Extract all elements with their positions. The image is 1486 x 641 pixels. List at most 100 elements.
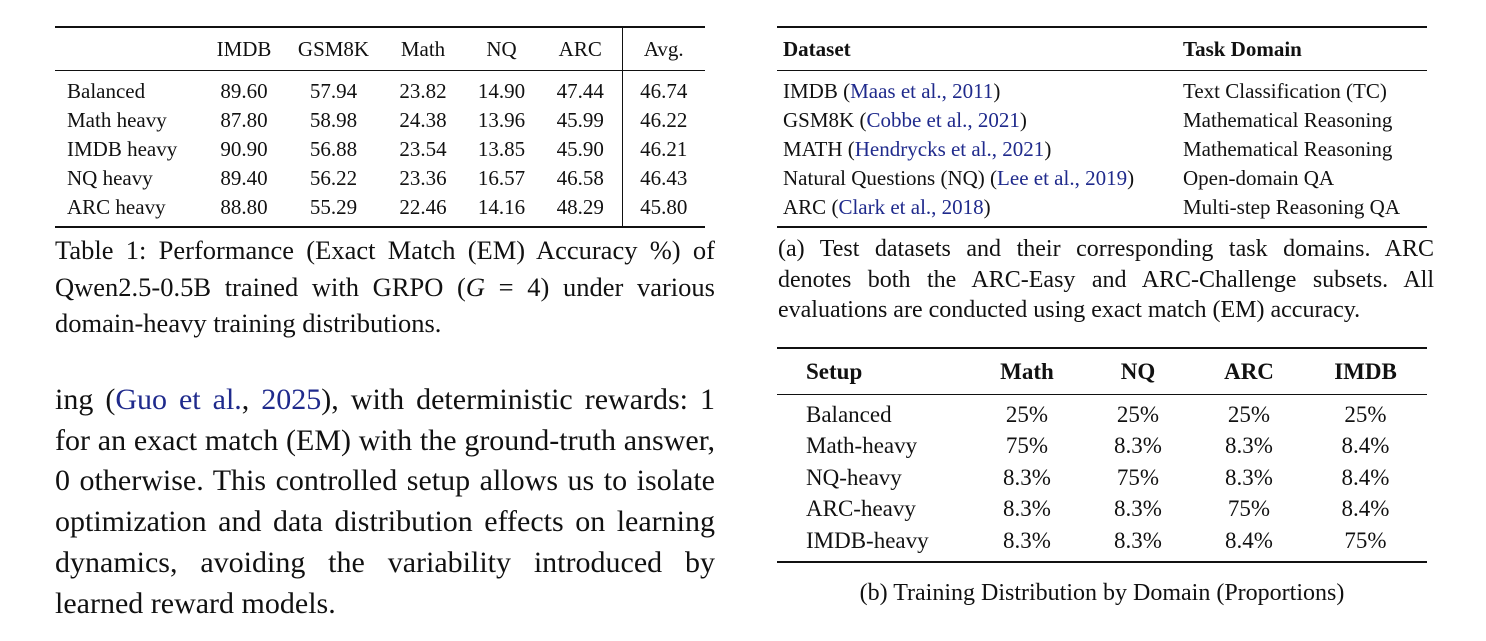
- row-label: NQ heavy: [67, 166, 153, 190]
- caption-text: Table 1: Performance (Exact Match (EM) A…: [55, 235, 715, 302]
- training-distribution-table: Setup Math NQ ARC IMDB Balanced 25% 25% …: [777, 347, 1427, 563]
- table-row: IMDB heavy 90.90 56.88 23.54 13.85 45.90…: [55, 135, 705, 164]
- table-row: MATH (Hendrycks et al., 2021) Mathematic…: [777, 135, 1427, 164]
- row-label: Balanced: [67, 79, 146, 103]
- dataset-cell: GSM8K (Cobbe et al., 2021): [783, 108, 1027, 132]
- header-math: Math: [1000, 358, 1054, 384]
- header-task-domain: Task Domain: [1183, 36, 1302, 61]
- table-a: Dataset Task Domain IMDB (Maas et al., 2…: [777, 26, 1427, 228]
- table-cell: 23.54: [399, 137, 447, 161]
- table-cell: 23.36: [399, 166, 447, 190]
- table-cell: 14.90: [477, 79, 526, 103]
- table-cell: 13.85: [477, 137, 526, 161]
- table-row: NQ-heavy 8.3% 75% 8.3% 8.4%: [777, 462, 1427, 494]
- table-cell: 8.4%: [1341, 433, 1390, 459]
- table-a-caption: (a) Test datasets and their correspondin…: [778, 236, 1434, 323]
- table-cell: 8.3%: [1114, 433, 1162, 459]
- task-domain: Multi-step Reasoning QA: [1183, 195, 1400, 219]
- table-1-caption: Table 1: Performance (Exact Match (EM) A…: [55, 232, 715, 342]
- citation-separator: ,: [241, 383, 262, 416]
- table-row: Balanced 25% 25% 25% 25%: [777, 395, 1427, 431]
- table-cell: 88.80: [220, 195, 268, 219]
- setup-label: NQ-heavy: [806, 464, 902, 490]
- citation-link[interactable]: Clark et al., 2018: [838, 195, 984, 219]
- table-cell: 8.4%: [1225, 527, 1273, 553]
- table-cell: 23.82: [399, 79, 447, 103]
- table-1: IMDB GSM8K Math NQ ARC Avg. Balanced 89.…: [55, 26, 705, 228]
- citation-author: Guo et al.: [115, 383, 242, 416]
- table-cell: 8.3%: [1003, 496, 1051, 522]
- dataset-cell: IMDB (Maas et al., 2011): [783, 79, 1001, 103]
- table-row: IMDB (Maas et al., 2011) Text Classifica…: [777, 71, 1427, 107]
- table-cell: 89.40: [220, 166, 268, 190]
- table-row: ARC-heavy 8.3% 8.3% 75% 8.4%: [777, 494, 1427, 526]
- table-cell: 8.3%: [1003, 527, 1051, 553]
- body-paragraph: ing (Guo et al., 2025), with determinist…: [55, 380, 715, 624]
- table-cell: 8.4%: [1341, 464, 1390, 490]
- task-domain: Open-domain QA: [1183, 166, 1335, 190]
- task-domain: Mathematical Reasoning: [1183, 108, 1393, 132]
- setup-label: ARC-heavy: [806, 496, 916, 522]
- table-b: Setup Math NQ ARC IMDB Balanced 25% 25% …: [777, 347, 1427, 563]
- dataset-name: IMDB: [783, 79, 838, 103]
- table-1-header-corner: [55, 27, 203, 71]
- paragraph-text: ing (: [55, 383, 116, 416]
- table-cell: 45.99: [556, 108, 604, 132]
- table-1-header-gsm8k: GSM8K: [297, 36, 370, 61]
- setup-label: IMDB-heavy: [806, 527, 929, 553]
- table-cell: 8.3%: [1114, 527, 1162, 553]
- setup-label: Math-heavy: [806, 433, 918, 459]
- table-cell: 75%: [1116, 464, 1160, 490]
- table-cell: 8.3%: [1225, 433, 1273, 459]
- table-row: GSM8K (Cobbe et al., 2021) Mathematical …: [777, 106, 1427, 135]
- performance-table: IMDB GSM8K Math NQ ARC Avg. Balanced 89.…: [55, 26, 705, 228]
- table-cell: 45.80: [621, 193, 705, 227]
- table-row: Math heavy 87.80 58.98 24.38 13.96 45.99…: [55, 106, 705, 135]
- table-cell: 75%: [1005, 433, 1049, 459]
- table-cell: 56.22: [309, 166, 358, 190]
- table-cell: 48.29: [556, 195, 604, 219]
- dataset-name: GSM8K: [783, 108, 855, 132]
- table-cell: 55.29: [309, 195, 358, 219]
- table-cell: 8.4%: [1341, 496, 1390, 522]
- table-row: Balanced 89.60 57.94 23.82 14.90 47.44 4…: [55, 70, 705, 106]
- math-variable: G: [465, 271, 485, 302]
- dataset-cell: Natural Questions (NQ) (Lee et al., 2019…: [783, 166, 1135, 190]
- citation-link[interactable]: Maas et al., 2011: [850, 79, 994, 103]
- table-a-header-row: Dataset Task Domain: [777, 27, 1427, 71]
- task-domain: Mathematical Reasoning: [1183, 137, 1393, 161]
- table-cell: 46.74: [621, 70, 705, 106]
- citation-link[interactable]: Lee et al., 2019: [997, 166, 1128, 190]
- row-label: ARC heavy: [67, 195, 166, 219]
- table-cell: 56.88: [309, 137, 358, 161]
- table-cell: 25%: [1005, 401, 1049, 427]
- dataset-name: Natural Questions (NQ): [783, 166, 985, 190]
- table-cell: 13.96: [477, 108, 526, 132]
- table-row: ARC (Clark et al., 2018) Multi-step Reas…: [777, 193, 1427, 227]
- paragraph-text: ), with deterministic rewards: 1 for an …: [55, 383, 716, 620]
- table-1-header-row: IMDB GSM8K Math NQ ARC Avg.: [55, 27, 705, 71]
- header-imdb: IMDB: [1334, 358, 1397, 384]
- table-cell: 8.3%: [1114, 496, 1162, 522]
- table-cell: 58.98: [309, 108, 358, 132]
- table-cell: 75%: [1344, 527, 1387, 553]
- row-label: Math heavy: [67, 108, 167, 132]
- citation-link[interactable]: Guo et al., 2025: [115, 383, 321, 416]
- table-cell: 25%: [1116, 401, 1160, 427]
- table-1-header-nq: NQ: [486, 36, 517, 61]
- table-row: IMDB-heavy 8.3% 8.3% 8.4% 75%: [777, 525, 1427, 562]
- table-cell: 46.22: [621, 106, 705, 135]
- header-setup: Setup: [806, 358, 863, 384]
- table-cell: 46.58: [556, 166, 604, 190]
- table-1-header-math: Math: [400, 36, 446, 61]
- table-cell: 8.3%: [1003, 464, 1051, 490]
- citation-link[interactable]: Cobbe et al., 2021: [866, 108, 1020, 132]
- dataset-name: ARC: [783, 195, 827, 219]
- datasets-table: Dataset Task Domain IMDB (Maas et al., 2…: [777, 26, 1427, 228]
- table-cell: 47.44: [556, 79, 604, 103]
- caption-text: ) under various domain-heavy training di…: [55, 271, 715, 339]
- setup-label: Balanced: [806, 401, 892, 427]
- table-cell: 22.46: [399, 195, 447, 219]
- dataset-name: MATH: [783, 137, 843, 161]
- citation-link[interactable]: Hendrycks et al., 2021: [854, 137, 1045, 161]
